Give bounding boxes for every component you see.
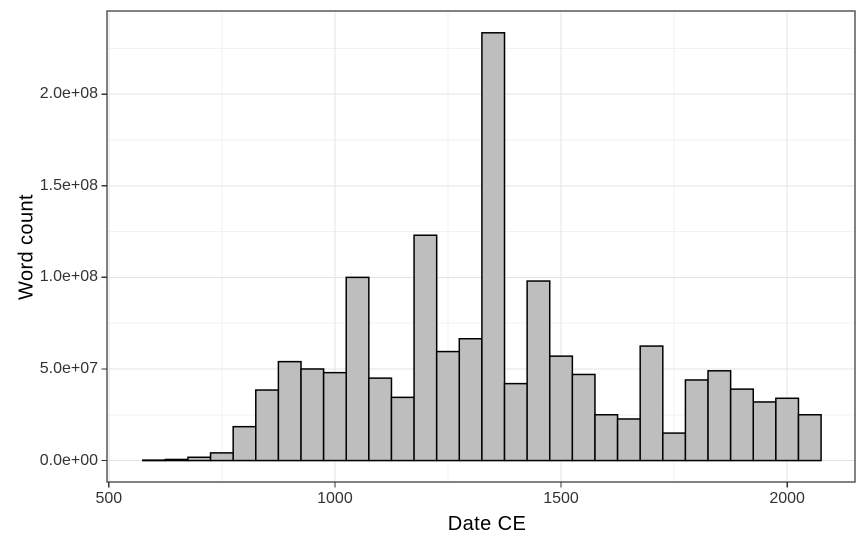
histogram-bar [729, 388, 754, 462]
histogram-bar [503, 382, 528, 462]
histogram-bar [255, 389, 280, 462]
histogram-bar [187, 456, 212, 462]
histogram-bar [707, 370, 732, 462]
histogram-bar [232, 425, 257, 462]
minor-gridlines [107, 11, 855, 482]
panel-border [106, 10, 856, 483]
y-tick-label: 1.5e+08 [39, 176, 98, 194]
axis-tick-marks [101, 93, 788, 488]
histogram-bar [548, 355, 574, 462]
histogram-bar [662, 432, 687, 462]
histogram-bar [435, 350, 461, 462]
histogram-bar [526, 280, 551, 462]
histogram-bar [164, 458, 189, 462]
histogram-bar [141, 459, 167, 462]
y-axis-title: Word count [15, 193, 38, 300]
histogram-bar [368, 377, 393, 462]
histogram-bar [345, 276, 370, 462]
x-axis-title: Date CE [447, 513, 527, 535]
histogram-bar [797, 414, 822, 462]
x-tick-label: 2000 [769, 490, 805, 507]
histogram-bar [277, 360, 302, 462]
histogram-bar [322, 371, 347, 462]
y-tick-label: 2.0e+08 [39, 85, 98, 103]
histogram-bar [413, 234, 438, 462]
histogram-bar [684, 379, 709, 462]
histogram-bar [639, 345, 664, 462]
histogram-bar [300, 368, 325, 462]
histogram-bar [458, 337, 483, 462]
histogram-bar [481, 32, 506, 462]
y-tick-label: 1.0e+08 [39, 268, 98, 286]
y-tick-label: 5.0e+07 [39, 359, 98, 377]
histogram-bar [571, 373, 596, 462]
x-tick-label: 1000 [317, 490, 353, 507]
histogram-bar [209, 452, 234, 462]
histogram-bar [752, 401, 777, 462]
x-tick-label: 1500 [543, 490, 579, 507]
histogram-bar [390, 396, 415, 462]
histogram-bars [141, 32, 822, 462]
x-tick-label: 500 [95, 490, 123, 507]
y-tick-label: 0.0e+00 [39, 451, 98, 469]
histogram-bar [594, 414, 619, 462]
histogram-bar [775, 397, 800, 462]
histogram-bar [616, 418, 641, 462]
